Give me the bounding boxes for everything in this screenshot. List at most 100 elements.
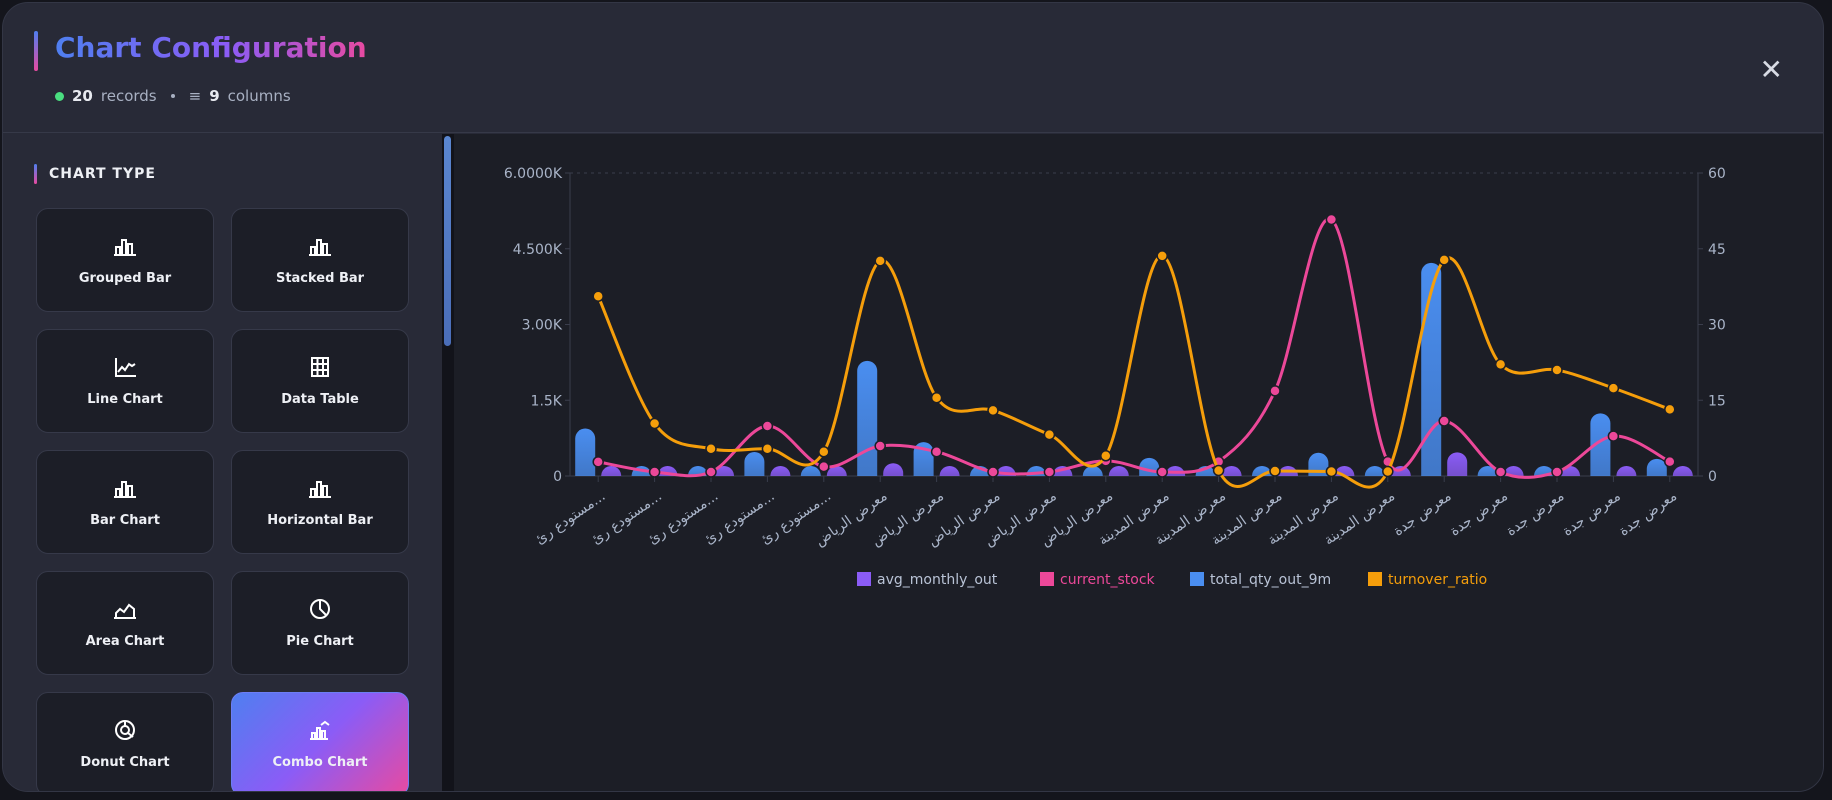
point-current_stock[interactable] xyxy=(1269,385,1281,397)
point-turnover_ratio[interactable] xyxy=(1325,465,1338,478)
table-icon xyxy=(311,356,329,377)
section-title: CHART TYPE xyxy=(49,166,156,182)
point-current_stock[interactable] xyxy=(1607,430,1620,442)
y-left-tick-label: 6.0000K xyxy=(504,166,563,182)
line-current_stock xyxy=(597,217,1671,479)
chart-type-bar-chart[interactable]: Bar Chart xyxy=(36,450,214,554)
legend-label[interactable]: current_stock xyxy=(1060,572,1156,588)
bar-avg_monthly_out[interactable] xyxy=(601,466,622,476)
legend-swatch xyxy=(1368,572,1382,586)
point-current_stock[interactable] xyxy=(874,440,886,452)
chart-type-horizontal-bar[interactable]: Horizontal Bar xyxy=(231,450,409,554)
point-current_stock[interactable] xyxy=(1043,466,1056,478)
sidebar-scrollbar[interactable] xyxy=(442,134,454,791)
bar-total_qty_out_9m[interactable] xyxy=(1364,466,1385,476)
y-left-tick-label: 1.5K xyxy=(531,393,563,409)
bar-avg_monthly_out[interactable] xyxy=(1616,466,1637,476)
chart-type-line-chart[interactable]: Line Chart xyxy=(36,329,214,433)
point-turnover_ratio[interactable] xyxy=(818,446,830,458)
chart-type-area-chart[interactable]: Area Chart xyxy=(36,571,214,675)
bar-total_qty_out_9m[interactable] xyxy=(1590,413,1611,476)
point-turnover_ratio[interactable] xyxy=(1551,364,1563,376)
point-current_stock[interactable] xyxy=(592,456,604,468)
chart-type-combo-chart[interactable]: Combo Chart xyxy=(231,692,409,791)
point-turnover_ratio[interactable] xyxy=(1494,358,1507,371)
bar-avg_monthly_out[interactable] xyxy=(826,466,847,476)
modal-header: Chart Configuration 20 records ≡ 9 colum… xyxy=(3,3,1823,133)
legend-label[interactable]: total_qty_out_9m xyxy=(1210,572,1331,588)
point-current_stock[interactable] xyxy=(1551,466,1563,478)
point-turnover_ratio[interactable] xyxy=(1438,254,1450,266)
bar-avg_monthly_out[interactable] xyxy=(883,463,904,476)
point-turnover_ratio[interactable] xyxy=(592,290,604,302)
y-right-tick-label: 15 xyxy=(1708,393,1726,409)
point-turnover_ratio[interactable] xyxy=(987,404,999,417)
point-turnover_ratio[interactable] xyxy=(930,391,943,404)
chart-type-grouped-bar[interactable]: Grouped Bar xyxy=(36,208,214,312)
bar-avg_monthly_out[interactable] xyxy=(1221,466,1242,476)
x-tick-label: معرض جدة xyxy=(1503,488,1567,539)
section-header: CHART TYPE xyxy=(34,164,156,184)
bar-total_qty_out_9m[interactable] xyxy=(575,428,596,476)
separator-dot xyxy=(170,94,175,98)
point-turnover_ratio[interactable] xyxy=(1382,465,1394,478)
bar-total_qty_out_9m[interactable] xyxy=(1082,466,1103,476)
chart-type-data-table[interactable]: Data Table xyxy=(231,329,409,433)
point-turnover_ratio[interactable] xyxy=(648,417,661,430)
bar-avg_monthly_out[interactable] xyxy=(1108,466,1129,476)
point-current_stock[interactable] xyxy=(1494,466,1507,478)
point-current_stock[interactable] xyxy=(1325,213,1338,226)
point-current_stock[interactable] xyxy=(1438,415,1450,427)
point-current_stock[interactable] xyxy=(930,446,943,458)
status-dot-icon xyxy=(55,91,64,101)
bar-avg_monthly_out[interactable] xyxy=(1672,466,1693,476)
chart-type-label: Pie Chart xyxy=(286,633,354,649)
point-turnover_ratio[interactable] xyxy=(1607,382,1620,394)
y-right-tick-label: 45 xyxy=(1708,242,1726,258)
bar-total_qty_out_9m[interactable] xyxy=(857,360,878,476)
bar-total_qty_out_9m[interactable] xyxy=(1646,458,1667,476)
records-label: records xyxy=(100,87,157,105)
legend-label[interactable]: turnover_ratio xyxy=(1388,572,1487,588)
point-turnover_ratio[interactable] xyxy=(1664,403,1676,416)
sidebar: CHART TYPE Grouped Bar Stacked Bar Line Ch… xyxy=(3,134,441,791)
page-title: Chart Configuration xyxy=(55,31,367,64)
bar-total_qty_out_9m[interactable] xyxy=(1139,457,1160,476)
line-chart-icon xyxy=(115,357,136,377)
bar-total_qty_out_9m[interactable] xyxy=(800,466,821,476)
legend-label[interactable]: avg_monthly_out xyxy=(877,572,998,588)
chart-type-label: Donut Chart xyxy=(80,754,170,770)
point-turnover_ratio[interactable] xyxy=(1212,464,1225,477)
chart-type-pie-chart[interactable]: Pie Chart xyxy=(231,571,409,675)
chart-type-donut-chart[interactable]: Donut Chart xyxy=(36,692,214,791)
close-icon[interactable]: ✕ xyxy=(1759,53,1783,86)
legend-swatch xyxy=(857,572,871,586)
point-turnover_ratio[interactable] xyxy=(874,255,886,267)
point-current_stock[interactable] xyxy=(1156,466,1168,478)
bar-total_qty_out_9m[interactable] xyxy=(1195,466,1216,476)
chart-type-label: Horizontal Bar xyxy=(267,512,373,528)
point-current_stock[interactable] xyxy=(648,466,661,478)
bar-avg_monthly_out[interactable] xyxy=(939,466,960,476)
point-current_stock[interactable] xyxy=(705,466,717,478)
bar-chart-icon xyxy=(309,480,331,498)
point-current_stock[interactable] xyxy=(761,420,774,432)
point-current_stock[interactable] xyxy=(818,460,830,473)
bar-avg_monthly_out[interactable] xyxy=(770,466,791,476)
point-turnover_ratio[interactable] xyxy=(705,442,717,455)
point-turnover_ratio[interactable] xyxy=(761,442,774,455)
point-current_stock[interactable] xyxy=(1664,455,1676,468)
donut-chart-icon xyxy=(115,719,135,740)
scrollbar-thumb[interactable] xyxy=(444,136,451,346)
point-turnover_ratio[interactable] xyxy=(1043,428,1056,441)
point-turnover_ratio[interactable] xyxy=(1269,465,1281,477)
bar-total_qty_out_9m[interactable] xyxy=(744,452,765,476)
bar-avg_monthly_out[interactable] xyxy=(1447,452,1468,476)
y-left-tick-label: 0 xyxy=(553,469,562,485)
point-turnover_ratio[interactable] xyxy=(1100,450,1112,462)
chart-type-stacked-bar[interactable]: Stacked Bar xyxy=(231,208,409,312)
point-turnover_ratio[interactable] xyxy=(1156,250,1168,262)
point-current_stock[interactable] xyxy=(987,466,999,478)
